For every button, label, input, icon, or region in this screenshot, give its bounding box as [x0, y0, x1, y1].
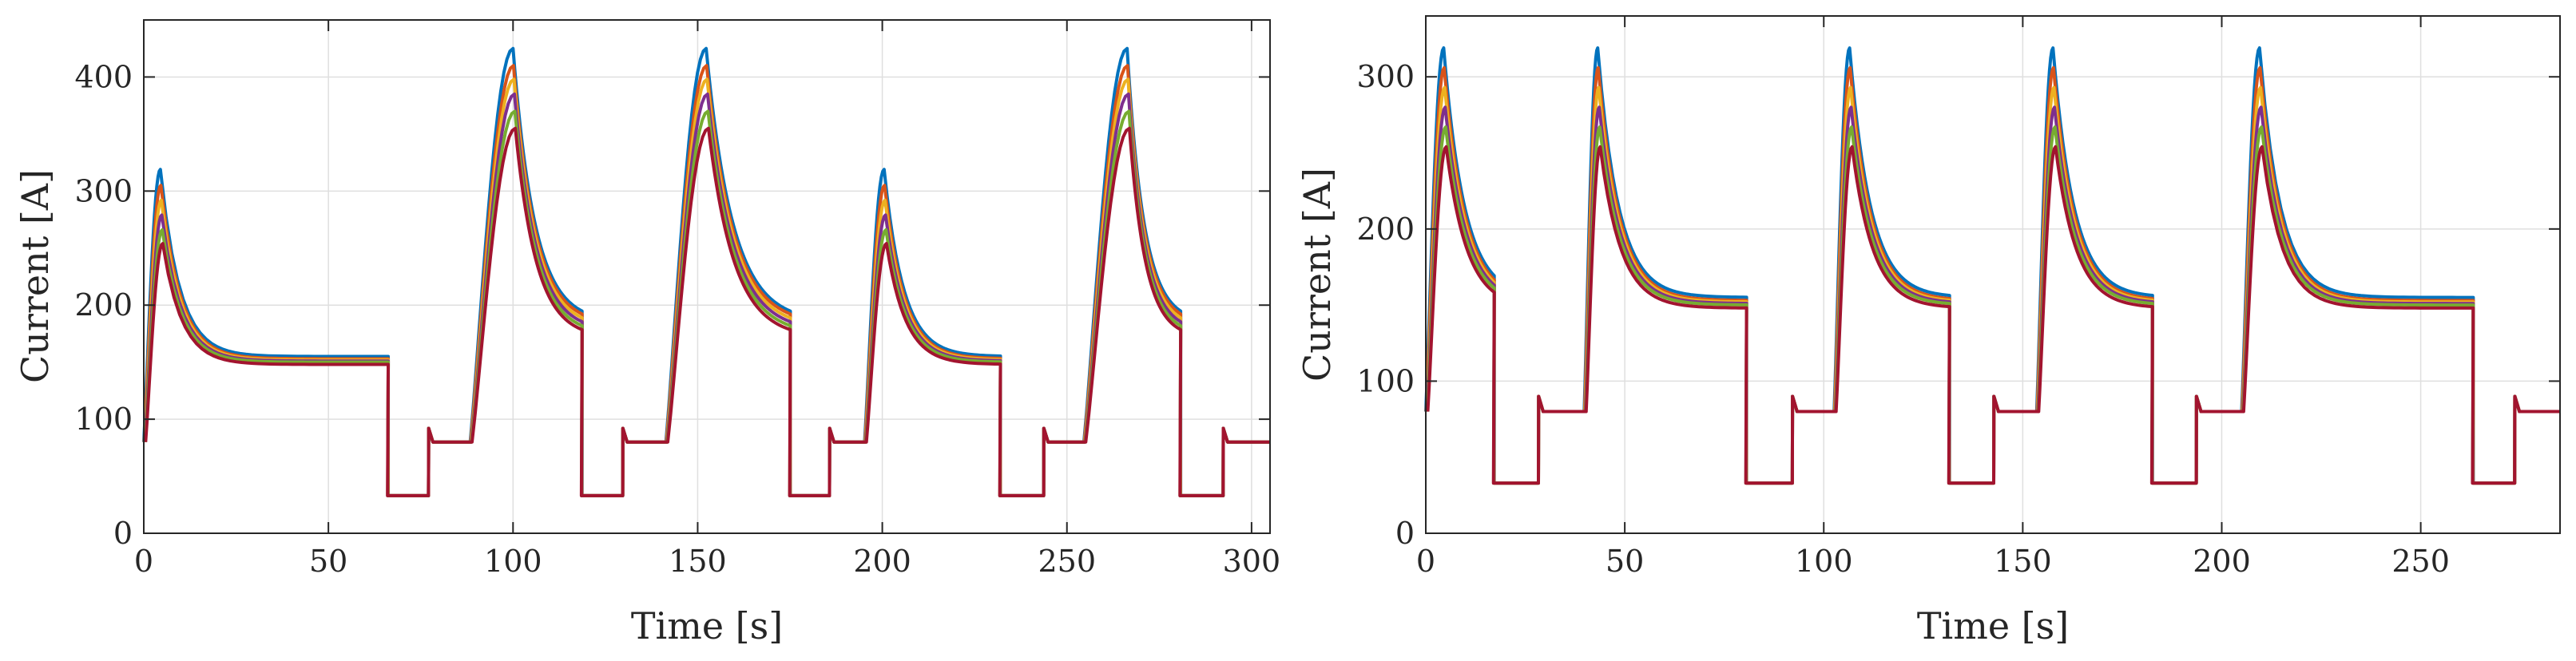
right-chart-x-tick-label: 150	[1994, 544, 2052, 579]
left-chart-x-axis-label: Time [s]	[631, 604, 783, 647]
left-chart-x-tick-label: 150	[669, 544, 727, 579]
left-chart-x-tick-label: 0	[134, 544, 153, 579]
right-chart-x-tick-label: 200	[2193, 544, 2251, 579]
left-chart-x-tick-label: 300	[1223, 544, 1281, 579]
left-chart-y-tick-label: 400	[74, 59, 133, 94]
right-chart-series-line-4	[1425, 105, 2560, 485]
left-chart-series-line-5	[143, 109, 1270, 497]
right-chart-y-tick-label: 0	[1395, 516, 1415, 551]
left-chart-y-tick-label: 200	[74, 287, 133, 323]
right-chart-x-tick-label: 50	[1606, 544, 1644, 579]
right-chart-x-tick-label: 100	[1795, 544, 1853, 579]
left-chart-series	[142, 46, 1270, 497]
left-chart-x-tick-label: 100	[484, 544, 542, 579]
right-chart-y-axis-label: Current [A]	[1296, 168, 1339, 382]
right-chart-y-tick-label: 100	[1356, 363, 1415, 398]
right-chart-series-line-2	[1424, 65, 2560, 485]
right-chart-y-tick-label: 300	[1356, 59, 1415, 94]
left-chart-series-line-1	[142, 46, 1270, 497]
right-chart-ticks: 0 50 100 150 200 250 0 100 200 300	[1356, 16, 2560, 579]
right-chart-x-axis-label: Time [s]	[1917, 604, 2069, 647]
right-chart-y-tick-label: 200	[1356, 212, 1415, 247]
left-chart-y-tick-label: 0	[113, 516, 133, 551]
right-chart-series	[1424, 46, 2560, 485]
left-chart-ticks: 0 50 100 150 200 250 300 0 100 200 300 400	[74, 20, 1280, 579]
right-chart-series-line-6	[1426, 144, 2560, 485]
left-chart-x-tick-label: 250	[1038, 544, 1096, 579]
left-chart-y-tick-label: 100	[74, 402, 133, 437]
right-chart-x-tick-label: 0	[1416, 544, 1435, 579]
left-chart-y-tick-label: 300	[74, 173, 133, 208]
left-chart: 0 50 100 150 200 250 300 0 100 200 300 400 Time [s]…	[14, 19, 1280, 647]
right-chart-series-line-5	[1425, 125, 2560, 485]
left-chart-y-axis-label: Current [A]	[14, 169, 57, 383]
right-chart-series-line-1	[1424, 46, 2560, 485]
right-chart-x-tick-label: 250	[2391, 544, 2450, 579]
right-chart-series-line-3	[1425, 85, 2560, 485]
left-chart-series-line-6	[144, 126, 1270, 497]
right-chart: 0 50 100 150 200 250 0 100 200 300 Time [s] Curre…	[1296, 15, 2561, 647]
left-chart-x-tick-label: 50	[309, 544, 347, 579]
left-chart-x-tick-label: 200	[853, 544, 911, 579]
